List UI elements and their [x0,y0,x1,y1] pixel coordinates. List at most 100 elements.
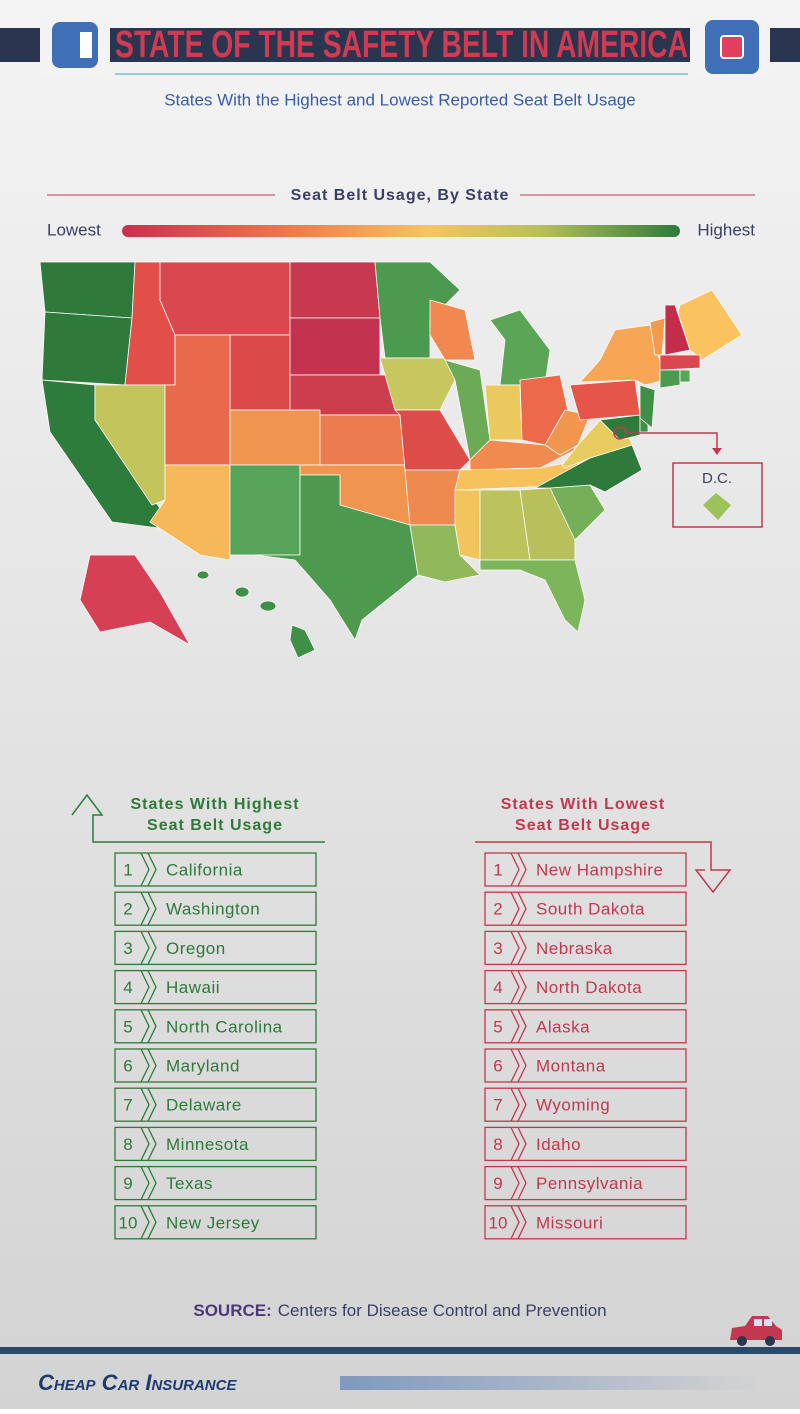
chevron [517,1205,527,1240]
list-row [484,1009,687,1044]
chevron [140,852,150,887]
state [677,289,743,361]
chevron [510,1087,520,1122]
chevron [510,1205,520,1240]
rank: 7 [493,1096,502,1115]
chevron [510,852,520,887]
state [196,570,210,580]
rank: 7 [123,1096,132,1115]
source: SOURCE: Centers for Disease Control and P… [193,1301,606,1320]
rank: 5 [493,1017,502,1036]
chevron [510,1166,520,1200]
list-row [114,1009,317,1044]
list-row [484,852,687,887]
state [254,474,419,641]
up-arrow [71,793,325,843]
list-row [114,891,317,926]
state [319,414,406,466]
chevron [147,1166,157,1200]
rank: 3 [493,939,502,958]
rank: 8 [123,1135,132,1154]
state [659,369,681,389]
title: STATE OF THE SAFETY BELT IN AMERICA [115,24,688,66]
state [41,311,133,386]
state [289,261,381,319]
list-row [114,930,317,966]
list-row [114,1165,317,1201]
chevron [510,1048,520,1083]
rank: 5 [123,1017,132,1036]
state [289,317,381,376]
chevron [147,1009,157,1044]
lowest-title: Seat Belt Usage [515,817,651,834]
state-name: Minnesota [166,1135,249,1154]
subtitle: States With the Highest and Lowest Repor… [164,90,636,109]
car-icon [730,1316,782,1346]
list-row [114,1126,317,1162]
state-name: Montana [536,1056,606,1075]
state [569,379,641,421]
list-row [114,1048,317,1083]
footer-rule [0,1347,800,1354]
state [229,334,291,411]
highest-title: Seat Belt Usage [147,817,283,834]
map-title: Seat Belt Usage, By State [291,187,510,204]
chevron [140,1205,150,1240]
source-text: Centers for Disease Control and Preventi… [278,1301,607,1320]
chevron [140,891,150,926]
state-name: Washington [166,900,260,919]
state [289,624,316,659]
buckle-button [720,35,744,59]
dc-shape [703,493,731,520]
chevron [517,1166,527,1200]
chevron [147,1087,157,1122]
dc-pointer [626,432,718,450]
list-row [114,1087,317,1122]
rank: 1 [493,860,502,879]
down-arrow [475,841,732,894]
chevron [147,1127,157,1161]
chevron [140,1166,150,1200]
state-name: North Dakota [536,978,642,997]
chevron [510,1009,520,1044]
dc-label: D.C. [702,470,732,487]
footer-stripe [340,1376,760,1390]
state [659,354,701,371]
list-row [484,1126,687,1162]
brand: Cheap Car Insurance [38,1370,237,1395]
list-row [484,930,687,966]
chevron [140,1009,150,1044]
state-name: Alaska [536,1017,590,1036]
state [404,469,461,526]
state-name: Idaho [536,1135,581,1154]
chevron [147,891,157,926]
rank: 4 [493,978,502,997]
state [429,299,476,361]
list-row [484,1087,687,1122]
state [374,261,461,359]
header-band [0,28,800,62]
state-name: North Carolina [166,1017,283,1036]
state-name: New Jersey [166,1213,260,1232]
chevron [510,891,520,926]
dc-inset [672,462,763,528]
state [234,586,250,598]
state [159,261,291,336]
state [164,334,231,466]
rank: 6 [493,1056,502,1075]
chevron [147,970,157,1004]
chevron [517,1087,527,1122]
state [94,384,166,506]
chevron [147,852,157,887]
state [229,464,301,556]
state [289,374,401,416]
rank: 1 [123,860,132,879]
chevron [140,931,150,965]
highest-title: States With Highest [130,796,299,813]
state-name: Oregon [166,939,226,958]
chevron [517,852,527,887]
chevron [147,1205,157,1240]
